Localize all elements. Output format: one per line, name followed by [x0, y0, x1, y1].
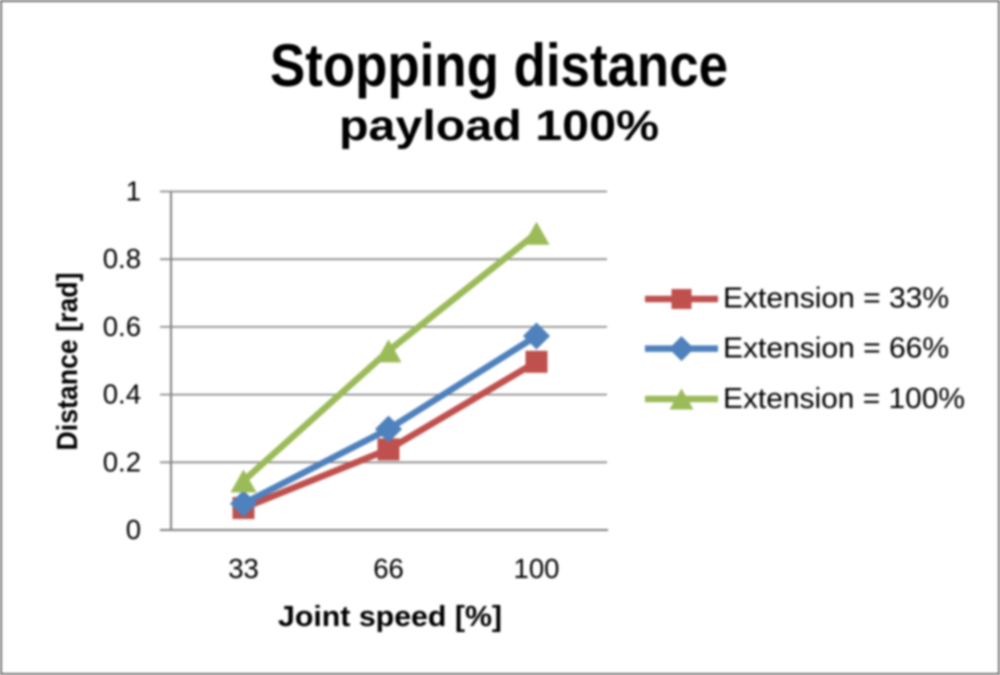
- svg-text:Extension = 66%: Extension = 66%: [723, 333, 949, 365]
- svg-text:66: 66: [373, 553, 404, 584]
- svg-text:Extension = 100%: Extension = 100%: [723, 383, 965, 415]
- svg-text:Joint speed [%]: Joint speed [%]: [278, 601, 502, 633]
- svg-text:payload 100%: payload 100%: [339, 102, 659, 150]
- svg-text:100: 100: [514, 553, 560, 584]
- svg-text:Distance [rad]: Distance [rad]: [52, 273, 84, 451]
- svg-text:Stopping distance: Stopping distance: [270, 32, 728, 99]
- svg-text:33: 33: [228, 553, 259, 584]
- svg-text:0.6: 0.6: [103, 311, 141, 342]
- svg-text:0: 0: [126, 514, 141, 545]
- svg-text:0.4: 0.4: [103, 379, 141, 410]
- svg-text:1: 1: [126, 176, 141, 207]
- svg-text:0.2: 0.2: [103, 446, 141, 477]
- svg-text:0.8: 0.8: [103, 243, 141, 274]
- svg-text:Extension = 33%: Extension = 33%: [723, 283, 949, 315]
